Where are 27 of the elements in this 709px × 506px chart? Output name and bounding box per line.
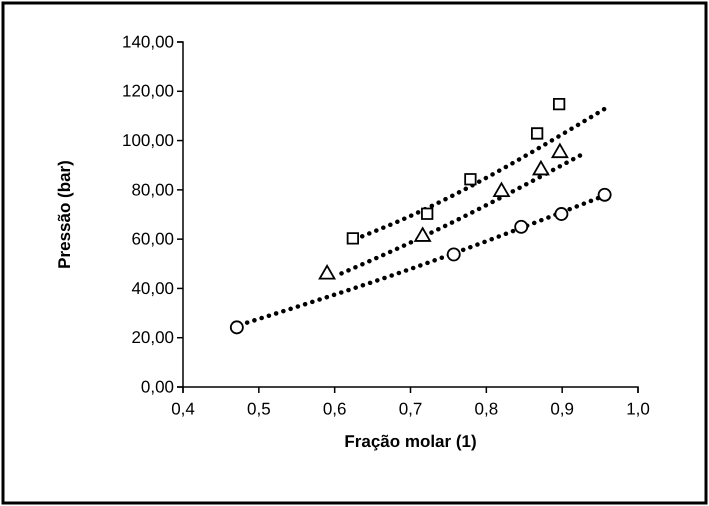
y-tick-label: 40,00 xyxy=(131,278,174,298)
point xyxy=(554,207,568,221)
y-axis-title: Pressão (bar) xyxy=(55,160,74,269)
y-tick-label: 20,00 xyxy=(131,328,174,348)
y-tick-label: 120,00 xyxy=(122,82,174,101)
x-tick-label: 0,5 xyxy=(247,400,271,419)
point xyxy=(346,232,360,245)
x-axis-title: Fração molar (1) xyxy=(344,432,477,451)
point xyxy=(514,220,528,234)
y-tick-label: 80,00 xyxy=(131,180,174,200)
y-tick-label: 140,00 xyxy=(122,32,174,52)
x-tick-label: 1,0 xyxy=(626,400,650,419)
point xyxy=(230,320,244,334)
point xyxy=(552,98,566,110)
y-tick-label: 100,00 xyxy=(122,131,174,150)
x-tick-label: 0,4 xyxy=(171,400,195,419)
x-tick-label: 0,9 xyxy=(550,400,574,419)
point xyxy=(598,188,612,202)
point xyxy=(531,127,544,140)
point xyxy=(446,247,461,262)
x-tick-label: 0,7 xyxy=(398,400,422,419)
point xyxy=(421,208,434,220)
point xyxy=(464,173,477,186)
y-tick-label: 60,00 xyxy=(131,230,174,249)
y-tick-label: 0,00 xyxy=(140,377,174,396)
x-tick-label: 0,8 xyxy=(474,400,498,419)
x-tick-label: 0,6 xyxy=(322,400,346,419)
